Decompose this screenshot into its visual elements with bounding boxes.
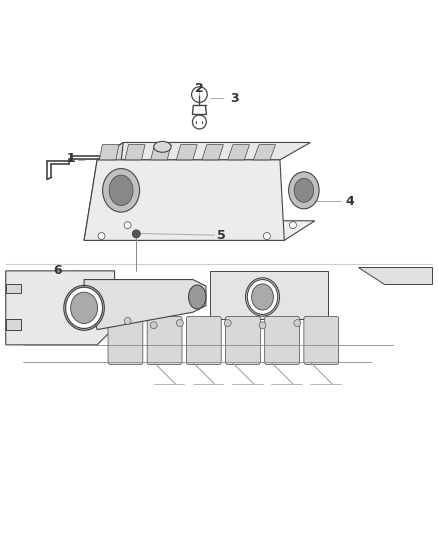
Ellipse shape (102, 168, 140, 212)
FancyBboxPatch shape (147, 317, 182, 365)
Ellipse shape (188, 285, 206, 309)
Polygon shape (358, 266, 432, 284)
Ellipse shape (294, 179, 314, 203)
Polygon shape (202, 144, 223, 160)
Ellipse shape (109, 175, 133, 206)
Polygon shape (125, 144, 145, 160)
Polygon shape (151, 144, 171, 160)
Circle shape (150, 322, 157, 329)
Ellipse shape (71, 292, 98, 324)
Text: 3: 3 (230, 92, 239, 104)
FancyBboxPatch shape (304, 317, 339, 365)
Circle shape (290, 222, 297, 229)
Polygon shape (99, 144, 119, 160)
Text: 2: 2 (195, 82, 204, 94)
Polygon shape (84, 279, 206, 329)
Polygon shape (6, 271, 115, 345)
FancyBboxPatch shape (186, 317, 221, 365)
Ellipse shape (154, 141, 171, 152)
Ellipse shape (66, 287, 102, 328)
FancyBboxPatch shape (265, 317, 300, 365)
Polygon shape (97, 142, 311, 160)
Text: 1: 1 (67, 152, 75, 165)
Circle shape (224, 320, 231, 327)
Circle shape (263, 232, 270, 239)
Ellipse shape (247, 279, 278, 314)
Polygon shape (6, 284, 21, 293)
Circle shape (124, 318, 131, 325)
Polygon shape (84, 221, 315, 240)
Circle shape (132, 230, 140, 238)
Circle shape (98, 232, 105, 239)
Text: 6: 6 (54, 264, 62, 277)
Circle shape (124, 222, 131, 229)
Polygon shape (228, 144, 250, 160)
Polygon shape (253, 144, 276, 160)
Circle shape (259, 322, 266, 329)
Circle shape (294, 320, 301, 327)
Circle shape (177, 320, 184, 327)
Ellipse shape (252, 284, 273, 310)
Text: 4: 4 (345, 195, 354, 208)
Polygon shape (6, 319, 21, 329)
Text: 5: 5 (217, 229, 226, 241)
Polygon shape (210, 271, 328, 319)
Polygon shape (84, 142, 123, 240)
FancyBboxPatch shape (108, 317, 143, 365)
FancyBboxPatch shape (226, 317, 260, 365)
Ellipse shape (289, 172, 319, 209)
Polygon shape (177, 144, 197, 160)
Polygon shape (84, 160, 284, 240)
